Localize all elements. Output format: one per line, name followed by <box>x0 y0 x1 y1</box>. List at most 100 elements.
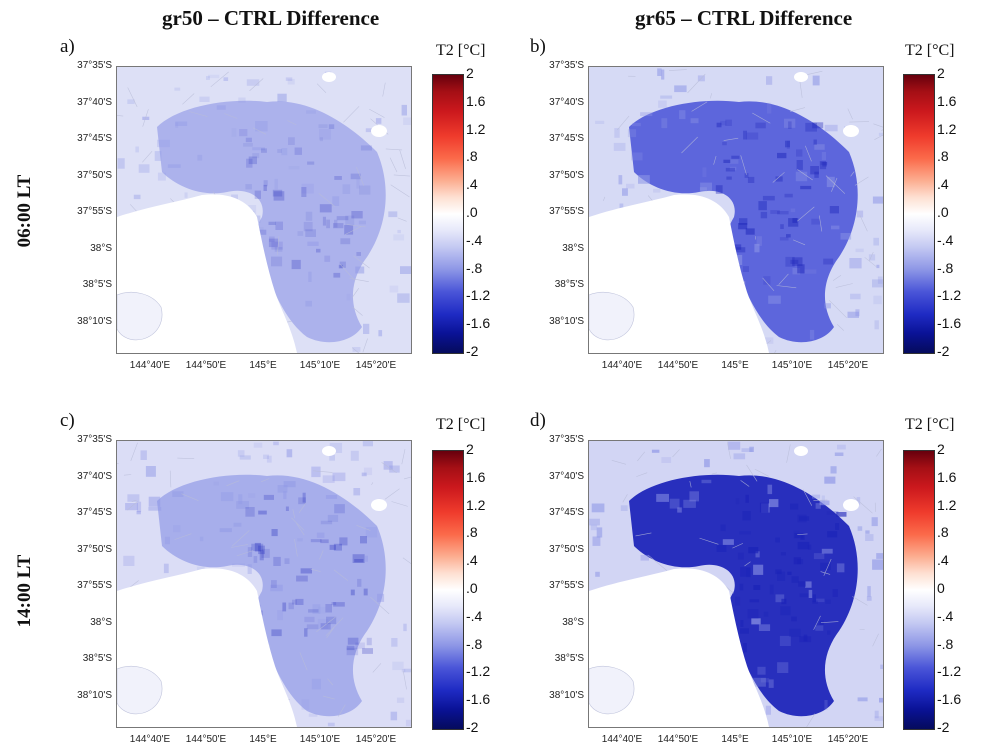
longitude-label: 145°10'E <box>299 360 341 371</box>
colorbar <box>432 450 464 730</box>
colorbar-tick-label: .4 <box>466 552 478 569</box>
latitude-label: 37°45'S <box>77 507 112 518</box>
colorbar-tick-label: -.4 <box>466 231 483 248</box>
latitude-label: 38°10'S <box>549 315 584 327</box>
temperature-difference-map <box>116 66 412 354</box>
colorbar-tick-label: -1.6 <box>466 691 491 708</box>
latitude-label: 37°50'S <box>549 543 584 555</box>
colorbar-tick-label: -1.2 <box>466 663 491 680</box>
latitude-label: 37°45'S <box>549 133 584 144</box>
row-label-0600: 06:00 LT <box>14 174 35 248</box>
colorbar-tick-label: 1.6 <box>937 92 957 109</box>
longitude-label: 144°40'E <box>129 734 171 745</box>
latitude-label: 37°40'S <box>549 470 584 482</box>
colorbar-tick-label: 1.6 <box>466 92 486 109</box>
longitude-label: 144°50'E <box>657 734 699 745</box>
temperature-difference-map <box>588 66 884 354</box>
colorbar-tick-label: -1.2 <box>937 287 962 304</box>
colorbar-tick-label: 2 <box>466 65 474 81</box>
latitude-label: 37°40'S <box>77 96 112 108</box>
latitude-label: 37°35'S <box>77 60 112 71</box>
colorbar-tick-label: -1.6 <box>466 315 491 332</box>
longitude-label: 145°E <box>249 734 277 745</box>
latitude-label: 38°5'S <box>82 653 112 664</box>
latitude-label: 38°5'S <box>554 653 584 664</box>
latitude-label: 38°5'S <box>554 279 584 290</box>
longitude-label: 145°20'E <box>827 734 869 745</box>
colorbar-tick-label: -2 <box>937 719 950 735</box>
colorbar-tick-label: -.8 <box>937 259 954 276</box>
longitude-label: 144°40'E <box>601 734 643 745</box>
latitude-label: 38°10'S <box>77 689 112 701</box>
colorbar-tick-label: -2 <box>937 343 950 359</box>
latitude-label: 37°55'S <box>549 206 584 217</box>
temperature-difference-map <box>588 440 884 728</box>
panel-letter: d) <box>530 410 546 431</box>
colorbar-tick-label: .8 <box>937 524 949 541</box>
colorbar-tick-label: -1.2 <box>937 663 962 680</box>
panel-letter: b) <box>530 36 546 57</box>
latitude-label: 38°5'S <box>82 279 112 290</box>
latitude-label: 37°40'S <box>549 96 584 108</box>
latitude-label: 37°35'S <box>549 434 584 445</box>
colorbar <box>903 74 935 354</box>
latitude-label: 37°35'S <box>549 60 584 71</box>
colorbar-tick-label: .0 <box>937 204 949 220</box>
colorbar-tick-label: 1.6 <box>466 468 486 485</box>
colorbar-tick-label: 2 <box>937 441 945 457</box>
longitude-label: 145°20'E <box>355 734 397 745</box>
colorbar-tick-label: -.8 <box>466 259 483 276</box>
colorbar-tick-label: -1.2 <box>466 287 491 304</box>
colorbar-tick-label: -2 <box>466 719 479 735</box>
colorbar-tick-label: -.4 <box>466 607 483 624</box>
colorbar-tick-label: .4 <box>466 176 478 193</box>
colorbar-title: T2 [°C] <box>436 416 486 433</box>
latitude-label: 38°S <box>562 616 584 628</box>
colorbar-tick-label: .8 <box>466 524 478 541</box>
colorbar-tick-label: 1.2 <box>466 496 486 513</box>
longitude-label: 145°10'E <box>299 734 341 745</box>
longitude-label: 144°40'E <box>601 360 643 371</box>
latitude-label: 37°55'S <box>77 580 112 591</box>
colorbar-title: T2 [°C] <box>905 416 955 433</box>
latitude-label: 37°45'S <box>549 507 584 518</box>
colorbar <box>903 450 935 730</box>
panel-letter: c) <box>60 410 75 431</box>
colorbar-tick-label: 1.2 <box>937 120 957 137</box>
latitude-label: 38°S <box>562 242 584 254</box>
latitude-label: 37°50'S <box>549 169 584 181</box>
latitude-label: 37°55'S <box>77 206 112 217</box>
colorbar-tick-label: 1.2 <box>466 120 486 137</box>
row-label-1400: 14:00 LT <box>14 554 35 628</box>
colorbar-tick-label: .8 <box>937 148 949 165</box>
longitude-label: 145°E <box>721 360 749 371</box>
longitude-label: 145°E <box>249 360 277 371</box>
longitude-label: 144°50'E <box>657 360 699 371</box>
latitude-label: 37°50'S <box>77 169 112 181</box>
colorbar-tick-label: .4 <box>937 552 949 569</box>
latitude-label: 38°S <box>90 616 112 628</box>
colorbar-tick-label: .4 <box>937 176 949 193</box>
colorbar-tick-label: .0 <box>466 580 478 596</box>
colorbar-tick-label: -.4 <box>937 231 954 248</box>
colorbar-tick-label: 1.6 <box>937 468 957 485</box>
column-title-gr50: gr50 – CTRL Difference <box>162 6 380 30</box>
longitude-label: 145°20'E <box>355 360 397 371</box>
panel-letter: a) <box>60 36 75 57</box>
longitude-label: 145°E <box>721 734 749 745</box>
latitude-label: 38°10'S <box>77 315 112 327</box>
colorbar-tick-label: -2 <box>466 343 479 359</box>
colorbar-tick-label: -.8 <box>466 635 483 652</box>
colorbar <box>432 74 464 354</box>
latitude-label: 38°S <box>90 242 112 254</box>
column-title-gr65: gr65 – CTRL Difference <box>635 6 853 30</box>
latitude-label: 38°10'S <box>549 689 584 701</box>
temperature-difference-map <box>116 440 412 728</box>
latitude-label: 37°35'S <box>77 434 112 445</box>
colorbar-tick-label: 2 <box>937 65 945 81</box>
colorbar-tick-label: 2 <box>466 441 474 457</box>
latitude-label: 37°50'S <box>77 543 112 555</box>
colorbar-tick-label: -1.6 <box>937 691 962 708</box>
colorbar-title: T2 [°C] <box>436 42 486 59</box>
colorbar-tick-label: .8 <box>466 148 478 165</box>
